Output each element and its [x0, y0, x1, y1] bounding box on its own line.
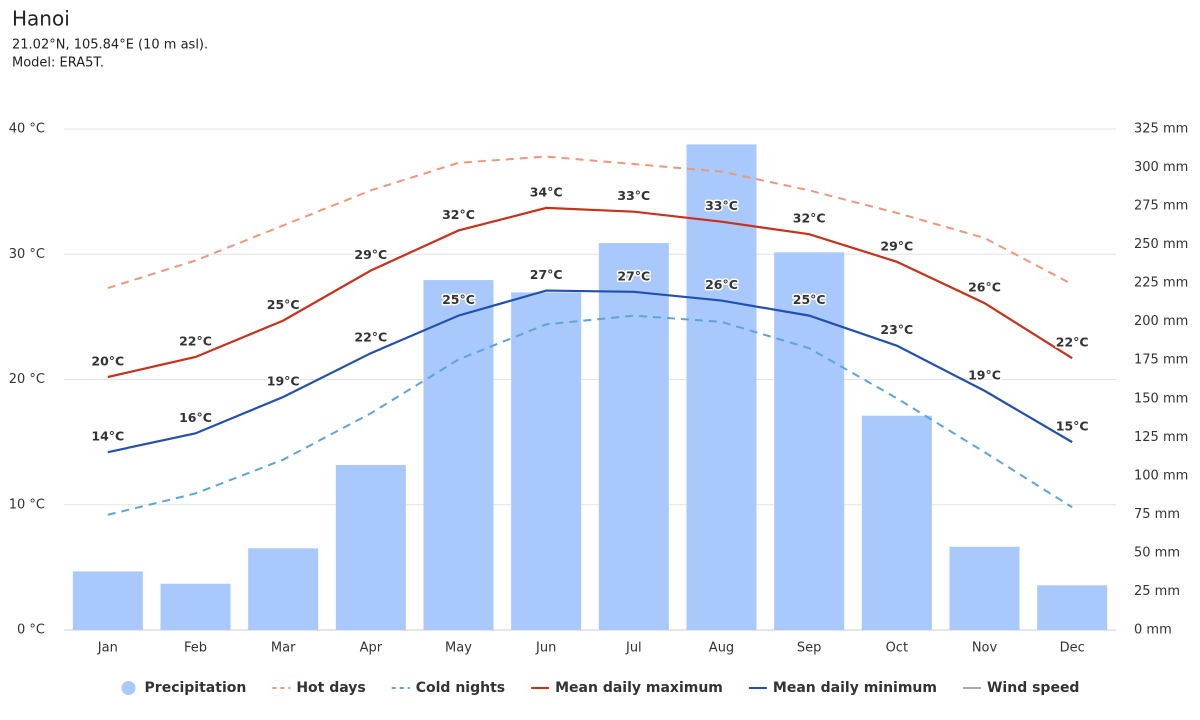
y2-tick-label: 325 mm — [1134, 122, 1188, 137]
y2-tick-label: 25 mm — [1134, 584, 1180, 599]
y-tick-label: 40 °C — [9, 122, 45, 137]
precipitation-bar — [949, 546, 1020, 630]
y2-tick-label: 50 mm — [1134, 545, 1180, 560]
data-label: 33°C — [617, 188, 650, 203]
legend-item[interactable]: Mean daily maximum — [531, 680, 723, 696]
temperature-line — [107, 289, 1073, 454]
legend-label: Mean daily minimum — [773, 680, 937, 696]
y2-tick-label: 175 mm — [1134, 353, 1188, 368]
y-tick-label: 10 °C — [9, 497, 45, 512]
data-label: 25°C — [793, 292, 826, 307]
precipitation-bar — [72, 571, 143, 630]
y2-tick-label: 0 mm — [1134, 623, 1172, 638]
data-label: 33°C — [705, 198, 738, 213]
legend-label: Precipitation — [145, 680, 247, 696]
precipitation-bar — [248, 548, 319, 630]
x-tick-label: Jun — [535, 641, 556, 656]
legend-label: Hot days — [296, 680, 365, 696]
legend-marker — [121, 681, 136, 695]
data-label: 32°C — [793, 211, 826, 226]
data-label: 32°C — [442, 207, 475, 222]
temperature-line — [107, 155, 1073, 290]
data-label: 22°C — [354, 330, 387, 345]
x-tick-label: May — [445, 641, 472, 656]
data-label: 20°C — [91, 353, 124, 368]
data-label: 34°C — [530, 184, 563, 199]
temperature-line — [107, 314, 1073, 516]
data-label: 26°C — [968, 280, 1001, 295]
legend-label: Cold nights — [416, 680, 505, 696]
y2-tick-label: 100 mm — [1134, 468, 1188, 483]
y2-tick-label: 300 mm — [1134, 160, 1188, 175]
legend-label: Wind speed — [987, 680, 1079, 696]
legend-item[interactable]: Mean daily minimum — [748, 680, 937, 696]
legend-item[interactable]: Precipitation — [121, 680, 247, 696]
x-tick-label: Nov — [972, 641, 998, 656]
data-label: 26°C — [705, 277, 738, 292]
precipitation-bar — [511, 292, 582, 630]
legend-item[interactable]: Hot days — [272, 680, 366, 696]
precipitation-bar — [598, 243, 669, 630]
y2-tick-label: 125 mm — [1134, 430, 1188, 445]
x-tick-label: Sep — [797, 641, 822, 656]
data-label: 22°C — [1056, 335, 1089, 350]
x-tick-label: Feb — [184, 641, 207, 656]
data-label: 27°C — [530, 267, 563, 282]
precipitation-bar — [1037, 585, 1108, 630]
data-label: 19°C — [267, 374, 300, 389]
y2-tick-label: 225 mm — [1134, 276, 1188, 291]
precipitation-bar — [160, 583, 231, 630]
chart-title: Hanoi — [12, 7, 70, 31]
legend-item[interactable]: Wind speed — [962, 680, 1079, 696]
y-tick-label: 20 °C — [9, 372, 45, 387]
y2-tick-label: 75 mm — [1134, 507, 1180, 522]
data-label: 29°C — [880, 238, 913, 253]
x-tick-label: Oct — [886, 641, 908, 656]
precipitation-bar — [686, 144, 757, 630]
data-label: 16°C — [179, 410, 212, 425]
y2-tick-label: 150 mm — [1134, 391, 1188, 406]
precipitation-bar — [861, 415, 932, 630]
precipitation-bar — [335, 465, 406, 630]
data-label: 25°C — [442, 292, 475, 307]
chart-subtitle: Model: ERA5T. — [12, 56, 104, 71]
y-tick-label: 30 °C — [9, 247, 45, 262]
precipitation-bar — [423, 280, 494, 630]
legend-label: Mean daily maximum — [555, 680, 723, 696]
x-tick-label: Dec — [1060, 641, 1085, 656]
data-label: 23°C — [880, 322, 913, 337]
data-label: 29°C — [354, 247, 387, 262]
temperature-line — [107, 206, 1073, 379]
x-tick-label: Aug — [709, 641, 734, 656]
data-label: 14°C — [91, 429, 124, 444]
data-label: 22°C — [179, 333, 212, 348]
x-tick-label: Apr — [360, 641, 383, 656]
data-label: 25°C — [267, 297, 300, 312]
x-tick-label: Jan — [97, 641, 118, 656]
y-tick-label: 0 °C — [17, 623, 45, 638]
data-label: 15°C — [1056, 419, 1089, 434]
legend: Precipitation Hot days Cold nights Mean dai… — [121, 680, 1079, 696]
data-label: 27°C — [617, 268, 650, 283]
y2-tick-label: 250 mm — [1134, 237, 1188, 252]
legend-item[interactable]: Cold nights — [391, 680, 505, 696]
x-tick-label: Mar — [271, 641, 296, 656]
y2-tick-label: 200 mm — [1134, 314, 1188, 329]
chart-subtitle: 21.02°N, 105.84°E (10 m asl). — [12, 38, 208, 53]
x-tick-label: Jul — [625, 641, 642, 656]
precipitation-bar — [774, 252, 845, 631]
y2-tick-label: 275 mm — [1134, 199, 1188, 214]
data-label: 19°C — [968, 367, 1001, 382]
